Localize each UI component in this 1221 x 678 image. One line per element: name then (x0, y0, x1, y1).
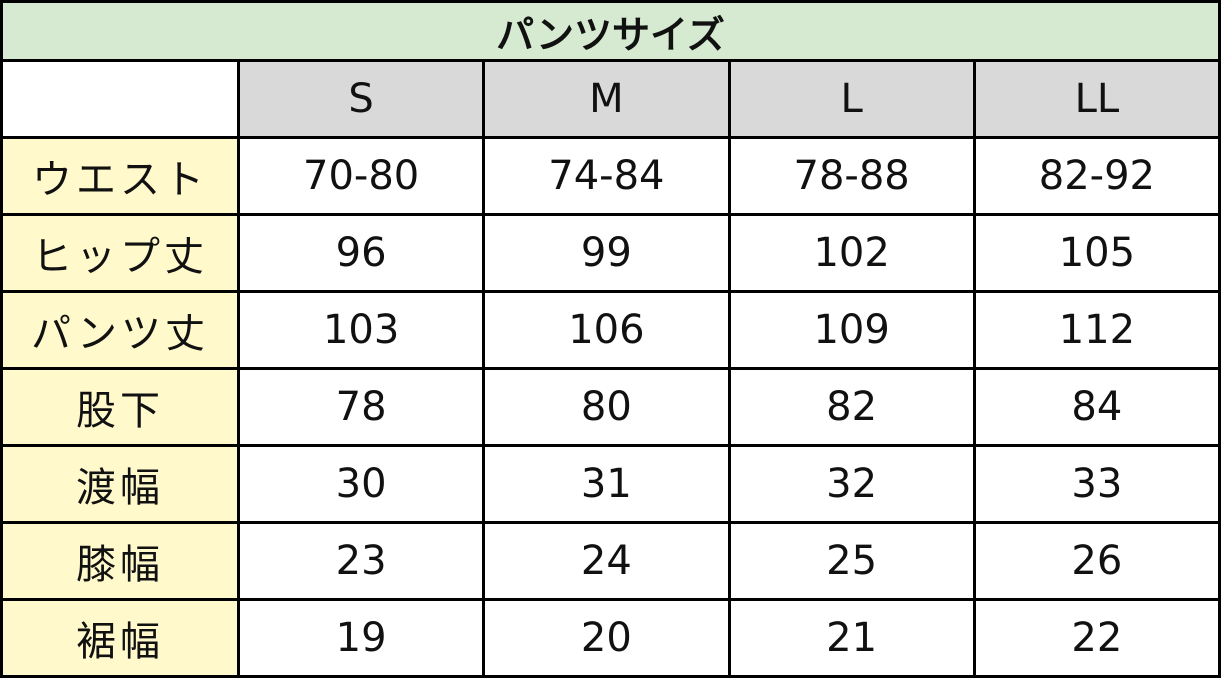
value-cell: 19 (236, 598, 486, 678)
value-cell: 82 (727, 367, 976, 448)
row-label: 膝幅 (0, 521, 240, 602)
value-cell: 99 (482, 213, 731, 294)
value-cell: 26 (972, 521, 1221, 602)
title-row: パンツサイズ (0, 0, 1221, 63)
table-row: パンツ丈 103 106 109 112 (0, 290, 1221, 371)
value-cell: 109 (727, 290, 976, 371)
corner-cell (0, 59, 240, 140)
value-cell: 78 (236, 367, 486, 448)
size-header-l: L (727, 59, 976, 140)
value-cell: 23 (236, 521, 486, 602)
value-cell: 84 (972, 367, 1221, 448)
size-header-m: M (482, 59, 731, 140)
value-cell: 30 (236, 444, 486, 525)
table-row: 裾幅 19 20 21 22 (0, 598, 1221, 678)
value-cell: 24 (482, 521, 731, 602)
value-cell: 32 (727, 444, 976, 525)
value-cell: 20 (482, 598, 731, 678)
value-cell: 22 (972, 598, 1221, 678)
value-cell: 25 (727, 521, 976, 602)
row-label: 股下 (0, 367, 240, 448)
table-title: パンツサイズ (0, 0, 1221, 63)
value-cell: 96 (236, 213, 486, 294)
value-cell: 80 (482, 367, 731, 448)
size-header-s: S (236, 59, 486, 140)
value-cell: 78-88 (727, 136, 976, 217)
table-row: ウエスト 70-80 74-84 78-88 82-92 (0, 136, 1221, 217)
value-cell: 74-84 (482, 136, 731, 217)
value-cell: 21 (727, 598, 976, 678)
table-row: ヒップ丈 96 99 102 105 (0, 213, 1221, 294)
row-label: ヒップ丈 (0, 213, 240, 294)
value-cell: 106 (482, 290, 731, 371)
value-cell: 103 (236, 290, 486, 371)
table-row: 膝幅 23 24 25 26 (0, 521, 1221, 602)
value-cell: 102 (727, 213, 976, 294)
value-cell: 112 (972, 290, 1221, 371)
table-row: 渡幅 30 31 32 33 (0, 444, 1221, 525)
header-row: S M L LL (0, 59, 1221, 140)
row-label: 裾幅 (0, 598, 240, 678)
value-cell: 31 (482, 444, 731, 525)
row-label: 渡幅 (0, 444, 240, 525)
table-row: 股下 78 80 82 84 (0, 367, 1221, 448)
size-header-ll: LL (972, 59, 1221, 140)
value-cell: 82-92 (972, 136, 1221, 217)
value-cell: 70-80 (236, 136, 486, 217)
value-cell: 33 (972, 444, 1221, 525)
row-label: ウエスト (0, 136, 240, 217)
value-cell: 105 (972, 213, 1221, 294)
row-label: パンツ丈 (0, 290, 240, 371)
